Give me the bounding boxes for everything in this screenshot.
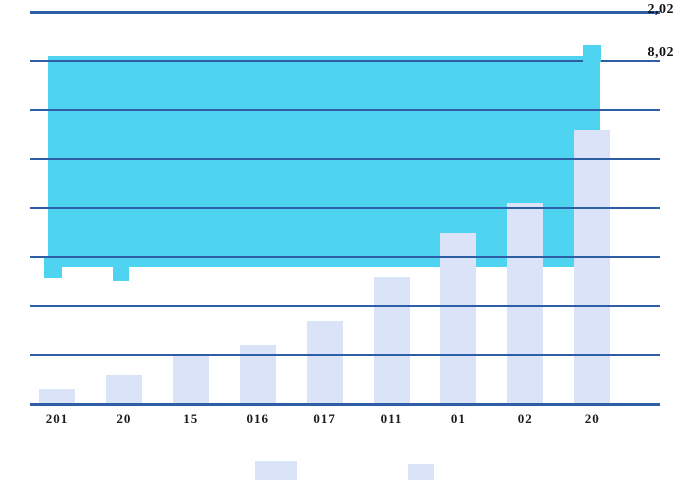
gridline xyxy=(30,256,660,258)
bar xyxy=(172,355,209,404)
legend-label-1: 2,02 xyxy=(647,2,674,17)
gridline xyxy=(30,305,660,307)
gridline xyxy=(30,60,660,62)
bar xyxy=(574,129,611,404)
legend-swatch-bar-2-icon xyxy=(408,464,434,480)
x-axis-label: 20 xyxy=(116,411,132,426)
x-axis-label: 017 xyxy=(313,411,336,426)
area-band-notch xyxy=(113,266,129,281)
bar xyxy=(306,320,343,404)
legend-label-2: 8,02 xyxy=(647,45,674,60)
area-band-notch xyxy=(44,258,62,278)
legend-swatch-cyan-icon xyxy=(583,45,601,62)
gridline xyxy=(30,207,660,209)
legend-swatch-bar-1-icon xyxy=(255,461,297,480)
bar xyxy=(440,232,477,404)
x-axis-label: 201 xyxy=(45,411,69,426)
gridline xyxy=(30,10,660,14)
x-axis-label: 016 xyxy=(246,411,269,426)
x-axis-label: 011 xyxy=(380,411,403,426)
x-axis-label: 15 xyxy=(183,411,199,426)
x-axis-label: 02 xyxy=(517,411,533,426)
gridline xyxy=(30,354,660,356)
x-axis-label: 01 xyxy=(450,411,466,426)
gridline xyxy=(30,109,660,111)
bar xyxy=(39,389,75,404)
bar xyxy=(373,276,410,404)
gridline xyxy=(30,158,660,160)
x-axis-label: 20 xyxy=(584,411,600,426)
x-axis-line xyxy=(30,402,660,406)
bar xyxy=(507,203,544,404)
bar xyxy=(105,374,142,404)
